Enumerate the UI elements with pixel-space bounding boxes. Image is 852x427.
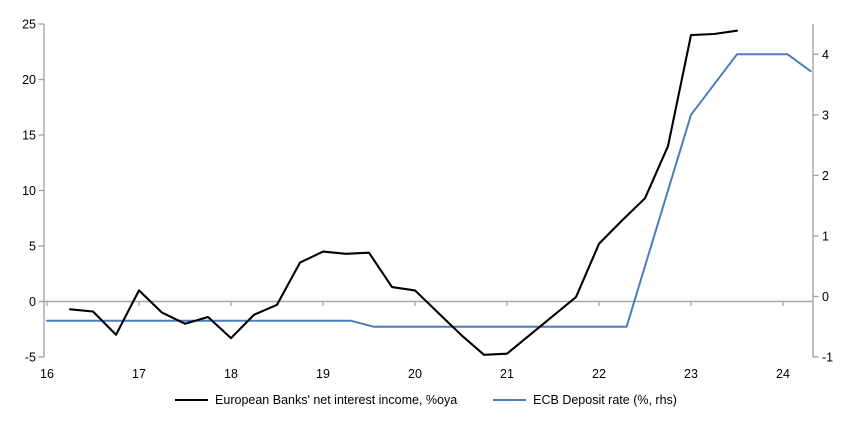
x-axis-label: 23 bbox=[684, 367, 698, 381]
right-axis-label: 1 bbox=[822, 229, 829, 243]
x-axis-label: 20 bbox=[408, 367, 422, 381]
x-axis-label: 19 bbox=[316, 367, 330, 381]
nii-line-swatch-icon bbox=[175, 399, 209, 401]
right-axis-label: 4 bbox=[822, 48, 829, 62]
right-axis-label: 2 bbox=[822, 169, 829, 183]
x-axis-label: 22 bbox=[592, 367, 606, 381]
left-axis-label: 20 bbox=[22, 73, 36, 87]
legend-item-ecb-deposit-rate: ECB Deposit rate (%, rhs) bbox=[493, 393, 677, 407]
series-group bbox=[46, 29, 812, 356]
x-axis-label: 21 bbox=[500, 367, 514, 381]
x-axis-label: 16 bbox=[40, 367, 54, 381]
left-axis-label: 25 bbox=[22, 18, 36, 32]
left-axis-label: 0 bbox=[29, 295, 36, 309]
x-axis-label: 18 bbox=[224, 367, 238, 381]
net-interest-income-line bbox=[68, 29, 739, 356]
right-axis-label: 3 bbox=[822, 108, 829, 122]
right-axis-label: 0 bbox=[822, 290, 829, 304]
ecb-line-swatch-icon bbox=[493, 399, 527, 401]
legend-label-ecb-deposit-rate: ECB Deposit rate (%, rhs) bbox=[533, 393, 677, 407]
left-axis-label: 10 bbox=[22, 184, 36, 198]
legend: European Banks' net interest income, %oy… bbox=[0, 393, 852, 407]
legend-label-net-interest-income: European Banks' net interest income, %oy… bbox=[215, 393, 458, 407]
axes-group bbox=[38, 23, 819, 358]
legend-item-net-interest-income: European Banks' net interest income, %oy… bbox=[175, 393, 457, 407]
right-axis-label: -1 bbox=[822, 351, 833, 365]
x-axis-label: 17 bbox=[132, 367, 146, 381]
ecb-deposit-rate-line bbox=[46, 53, 812, 328]
left-axis-label: 15 bbox=[22, 129, 36, 143]
left-axis-label: 5 bbox=[29, 240, 36, 254]
left-axis-label: -5 bbox=[25, 351, 36, 365]
x-axis-label: 24 bbox=[776, 367, 790, 381]
